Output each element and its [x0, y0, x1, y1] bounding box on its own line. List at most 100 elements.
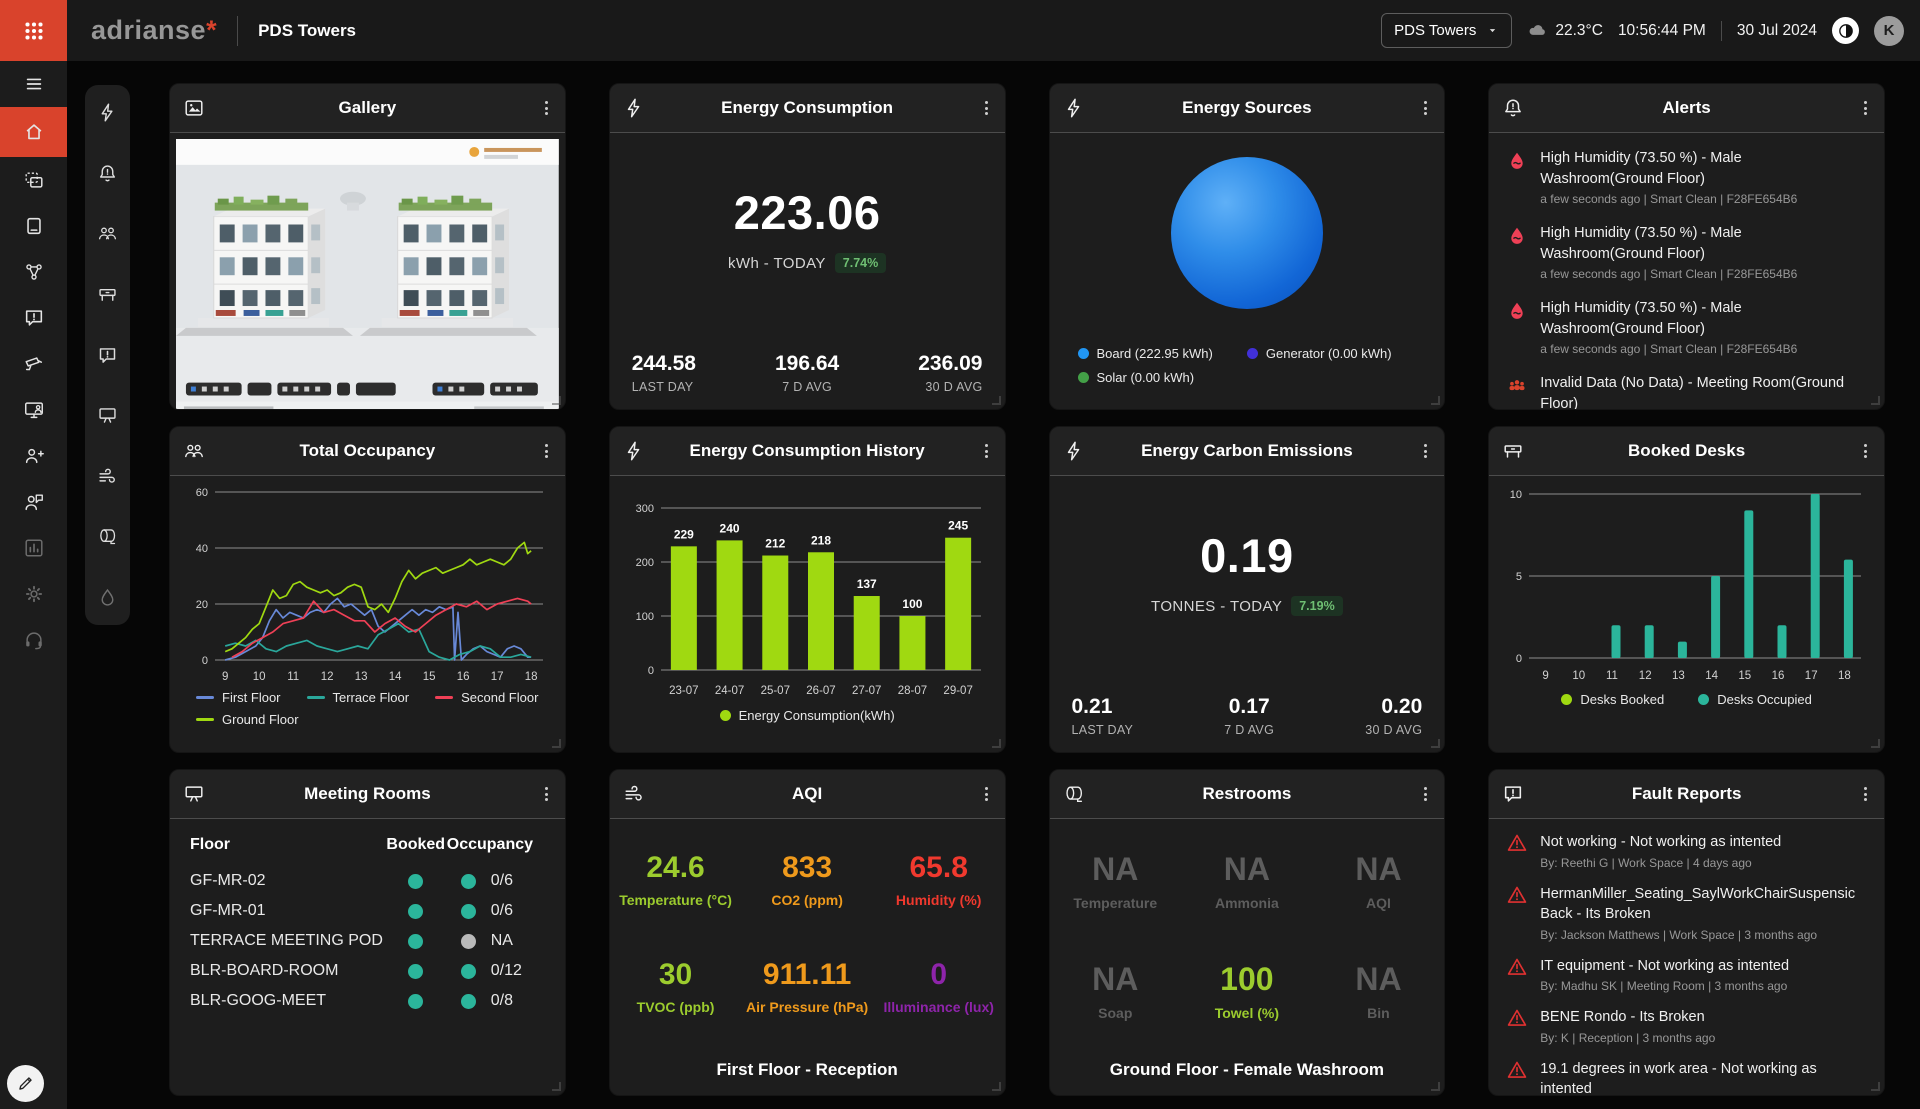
column-header-booked: Booked	[386, 836, 446, 853]
card-menu-button[interactable]	[1860, 440, 1871, 462]
rail-item-water[interactable]	[97, 587, 118, 608]
card-fault-reports: Fault Reports Not working - Not working …	[1488, 769, 1885, 1096]
occupancy-status-dot	[461, 993, 477, 1009]
room-name: TERRACE MEETING POD	[190, 932, 383, 949]
aqi-body: 24.6 Temperature (°C) 833 CO2 (ppm) 65.8 Hu…	[610, 819, 1005, 1095]
rail-item-meeting-rooms[interactable]	[97, 405, 118, 426]
svg-text:218: 218	[811, 533, 831, 547]
stat-value: 0.20	[1381, 695, 1423, 718]
fault-item[interactable]: BENE Rondo - Its Broken By: K | Reception…	[1506, 1007, 1867, 1045]
restroom-metric: NA Soap	[1092, 961, 1139, 1021]
legend-dot	[1561, 694, 1573, 705]
sidebar-item-spaces[interactable]	[0, 157, 67, 203]
alert-item[interactable]: High Humidity (73.50 %) - Male Washroom(…	[1506, 298, 1867, 356]
svg-text:245: 245	[948, 519, 968, 533]
fault-reports-list: Not working - Not working as intented By:…	[1489, 819, 1884, 1095]
rail-item-faults[interactable]	[97, 345, 118, 366]
fault-item[interactable]: HermanMiller_Seating_SaylWorkChairSuspen…	[1506, 884, 1867, 942]
bar-chart-icon	[23, 537, 45, 559]
sidebar-item-kiosk[interactable]	[0, 387, 67, 433]
resize-handle[interactable]	[991, 396, 1001, 405]
home-icon	[23, 121, 45, 143]
meeting-rooms-table: Floor Booked Occupancy GF-MR-02 0/6 GF-M…	[170, 819, 565, 1095]
card-menu-button[interactable]	[541, 97, 552, 119]
sidebar-item-fault-reports[interactable]	[0, 295, 67, 341]
app-launcher-button[interactable]	[0, 0, 67, 61]
clock: 10:56:44 PM	[1617, 21, 1706, 39]
card-menu-button[interactable]	[541, 783, 552, 805]
widget-rail	[85, 85, 130, 625]
sidebar-item-visitors[interactable]	[0, 433, 67, 479]
fault-item[interactable]: Not working - Not working as intented By:…	[1506, 832, 1867, 870]
edit-dashboard-button[interactable]	[7, 1065, 44, 1102]
svg-text:18: 18	[1838, 670, 1851, 682]
svg-text:24-07: 24-07	[715, 685, 744, 697]
card-menu-button[interactable]	[1420, 97, 1431, 119]
stat-label: LAST DAY	[631, 380, 694, 394]
resize-handle[interactable]	[551, 396, 561, 405]
fault-item[interactable]: IT equipment - Not working as intented By…	[1506, 956, 1867, 993]
card-booked-desks: Booked Desks 0 5 10 9 10 11 12 13 14 15 16 17 18 Des…	[1488, 426, 1885, 753]
occupancy-status-dot	[461, 963, 477, 979]
card-alerts: Alerts High Humidity (73.50 %) - Male Wa…	[1488, 83, 1885, 410]
aqi-metric: 0 Illuminance (lux)	[883, 958, 994, 1015]
user-avatar[interactable]: K	[1874, 15, 1904, 46]
energy-consumption-body: 223.06 kWh - TODAY 7.74% 244.58 LAST DAY …	[610, 133, 1005, 409]
sidebar-item-settings[interactable]	[0, 571, 67, 617]
resize-handle[interactable]	[1431, 739, 1441, 748]
svg-text:10: 10	[253, 671, 266, 683]
card-header: Alerts	[1489, 84, 1884, 133]
card-menu-button[interactable]	[981, 440, 992, 462]
alert-item[interactable]: Invalid Data (No Data) - Meeting Room(Gr…	[1506, 373, 1867, 409]
legend-item: Ground Floor	[196, 712, 299, 727]
resize-handle[interactable]	[1871, 739, 1880, 748]
alert-item[interactable]: High Humidity (73.50 %) - Male Washroom(…	[1506, 223, 1867, 281]
card-menu-button[interactable]	[981, 97, 992, 119]
sidebar-item-integrations[interactable]	[0, 249, 67, 295]
resize-handle[interactable]	[551, 1082, 561, 1091]
rail-item-occupancy[interactable]	[97, 223, 118, 244]
alert-item[interactable]: High Humidity (73.50 %) - Male Washroom(…	[1506, 148, 1867, 206]
card-aqi: AQI 24.6 Temperature (°C) 833 CO2 (ppm) 65…	[608, 769, 1006, 1096]
carbon-unit-label: TONNES - TODAY	[1151, 597, 1283, 615]
booked-status-dot	[408, 963, 424, 979]
card-menu-button[interactable]	[541, 440, 552, 462]
fault-item[interactable]: 19.1 degrees in work area - Not working …	[1506, 1059, 1867, 1095]
resize-handle[interactable]	[1431, 1082, 1441, 1091]
sidebar-item-home[interactable]	[0, 107, 67, 157]
stat-label: 30 D AVG	[1365, 723, 1423, 737]
card-title: AQI	[792, 784, 823, 803]
card-menu-button[interactable]	[1860, 783, 1871, 805]
carbon-body: 0.19 TONNES - TODAY 7.19% 0.21 LAST DAY 0…	[1050, 476, 1445, 752]
resize-handle[interactable]	[1871, 396, 1880, 405]
gallery-image[interactable]	[176, 139, 559, 410]
resize-handle[interactable]	[1871, 1082, 1880, 1091]
theme-toggle-button[interactable]	[1832, 17, 1859, 44]
presentation-icon	[183, 783, 205, 805]
resize-handle[interactable]	[551, 739, 561, 748]
sidebar-item-cctv[interactable]	[0, 341, 67, 387]
card-header: Restrooms	[1049, 770, 1445, 819]
card-menu-button[interactable]	[1420, 783, 1431, 805]
card-menu-button[interactable]	[981, 783, 992, 805]
energy-history-body: 0 100 200 300 229 23-07 240 24-07 212 25-07 218 26-…	[610, 476, 1005, 752]
site-selector-dropdown[interactable]: PDS Towers	[1381, 13, 1513, 48]
bolt-icon	[1063, 97, 1085, 119]
sidebar-item-feedback[interactable]	[0, 479, 67, 525]
rail-item-energy[interactable]	[97, 102, 118, 123]
rail-item-restrooms[interactable]	[97, 526, 118, 547]
sidebar-item-support[interactable]	[0, 617, 67, 663]
rail-item-desks[interactable]	[97, 284, 118, 305]
card-menu-button[interactable]	[1420, 440, 1431, 462]
card-menu-button[interactable]	[1860, 97, 1871, 119]
sidebar-item-devices[interactable]	[0, 203, 67, 249]
card-title: Restrooms	[1202, 784, 1292, 803]
resize-handle[interactable]	[991, 1082, 1001, 1091]
resize-handle[interactable]	[1431, 396, 1441, 405]
rail-item-aqi[interactable]	[97, 466, 118, 487]
rail-item-alerts[interactable]	[97, 163, 118, 184]
sidebar-item-menu[interactable]	[0, 61, 67, 107]
resize-handle[interactable]	[991, 739, 1001, 748]
occupancy-status-dot	[461, 933, 477, 949]
sidebar-item-reports[interactable]	[0, 525, 67, 571]
